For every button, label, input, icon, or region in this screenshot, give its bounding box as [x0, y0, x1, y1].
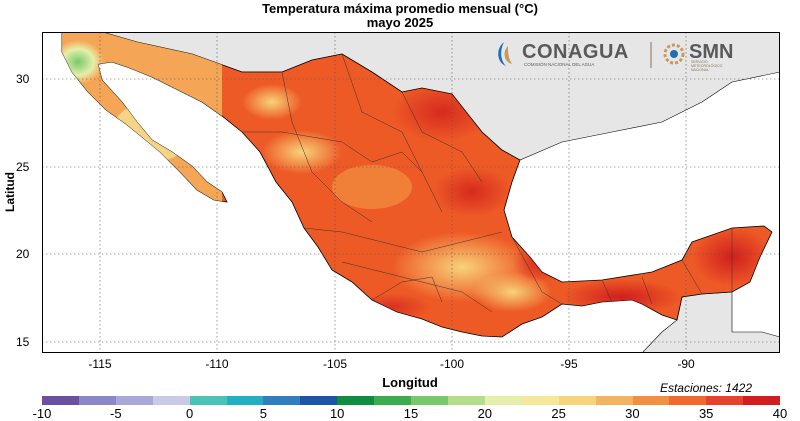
colorbar-segment	[743, 396, 781, 405]
colorbar-tick-label: 30	[625, 406, 640, 421]
colorbar-segment	[42, 396, 79, 405]
x-tick-minus-110: -110	[205, 357, 229, 371]
colorbar-segment	[337, 396, 375, 405]
y-tick-15: 15	[16, 335, 30, 349]
smn-wordmark: SMN	[689, 41, 734, 63]
colorbar-segment	[263, 396, 301, 405]
colorbar-segment	[226, 396, 264, 405]
logo-graphics	[498, 42, 685, 68]
x-tick-minus-95: -95	[560, 357, 578, 371]
colorbar-segment	[189, 396, 227, 405]
colorbar-tick-label: 20	[477, 406, 493, 421]
x-tick-minus-90: -90	[677, 357, 695, 371]
smn-logo-icon	[663, 43, 685, 65]
conagua-wordmark: CONAGUA	[522, 41, 629, 63]
smn-tagline-line-3: NACIONAL	[691, 68, 709, 72]
map-frame	[42, 32, 780, 353]
colorbar-tick-label: 15	[403, 406, 419, 421]
colorbar-segment	[484, 396, 522, 405]
colorbar-segment	[558, 396, 596, 405]
colorbar-tick-label: -10	[32, 406, 52, 421]
colorbar-segment	[115, 396, 153, 405]
colorbar-tick-label: 0	[185, 406, 194, 421]
colorbar-segment	[152, 396, 190, 405]
smn-tagline-line-1: SERVICIO	[691, 60, 708, 64]
colorbar-segment	[521, 396, 559, 405]
colorbar-segment	[706, 396, 744, 405]
map-title: Temperatura máxima promedio mensual (°C)	[262, 1, 538, 16]
x-tick-minus-100: -100	[439, 357, 465, 371]
colorbar-segment	[632, 396, 670, 405]
logos: CONAGUA COMISIÓN NACIONAL DEL AGUA SMN S…	[488, 38, 778, 72]
temperature-map	[42, 32, 780, 353]
colorbar-tick-label: 10	[329, 406, 345, 421]
colorbar-tick-label: 40	[772, 406, 788, 421]
colorbar-segment	[300, 396, 338, 405]
colorbar-segment	[374, 396, 412, 405]
stations-count: Estaciones: 1422	[659, 381, 752, 395]
smn-tagline: SERVICIO METEOROLÓGICO NACIONAL	[691, 60, 722, 72]
colorbar-tick-label: 5	[259, 406, 267, 421]
smn-tagline-line-2: METEOROLÓGICO	[691, 64, 723, 68]
colorbar-tick-label: 25	[551, 406, 566, 421]
colorbar-segment	[595, 396, 633, 405]
x-tick-minus-115: -115	[88, 357, 112, 371]
colorbar-tick-label: 35	[698, 406, 714, 421]
conagua-tagline: COMISIÓN NACIONAL DEL AGUA	[524, 62, 595, 67]
x-axis-title: Longitud	[382, 375, 438, 390]
colorbar-tick-label: -5	[110, 406, 122, 421]
y-tick-25: 25	[16, 160, 30, 174]
map-subtitle: mayo 2025	[366, 15, 434, 30]
state-borders	[126, 53, 733, 313]
x-tick-minus-105: -105	[322, 357, 348, 371]
conagua-logo-icon	[498, 42, 512, 66]
colorbar-segment	[78, 396, 116, 405]
colorbar-segment	[411, 396, 448, 405]
colorbar-segment	[669, 396, 707, 405]
y-tick-30: 30	[16, 72, 30, 86]
y-tick-20: 20	[16, 247, 30, 261]
colorbar-segment	[447, 396, 485, 405]
y-axis-title: Latitud	[3, 172, 17, 212]
graticule	[42, 32, 780, 353]
colorbar	[42, 396, 781, 405]
